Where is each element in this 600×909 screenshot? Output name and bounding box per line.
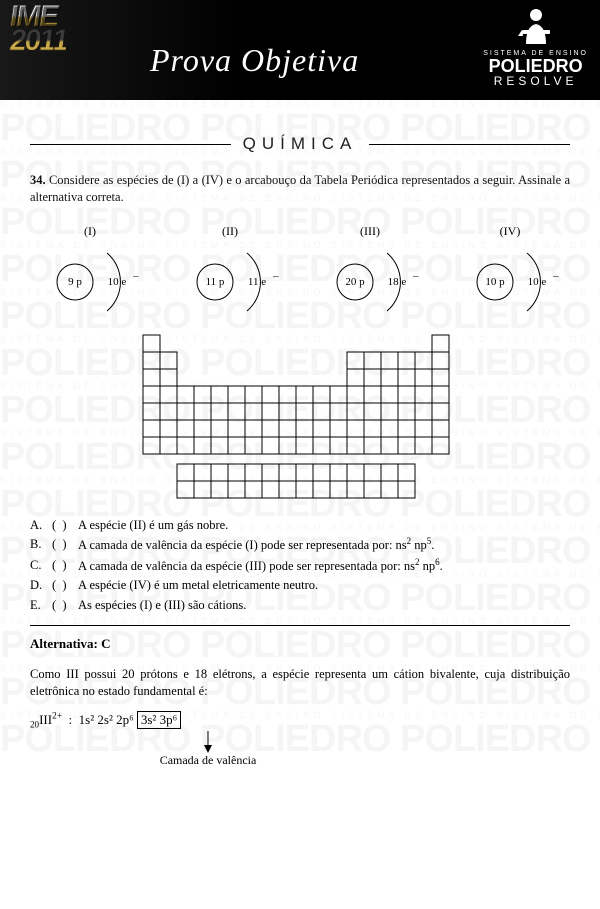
svg-text:–: –: [552, 270, 559, 282]
alternative-paren: ( ): [52, 535, 74, 556]
config-before-box: 1s² 2s² 2p⁶: [79, 712, 134, 727]
svg-text:–: –: [272, 270, 279, 282]
brand-logo: SISTEMA DE ENSINO POLIEDRO RESOLVE: [483, 6, 588, 87]
alternative-row: A.( )A espécie (II) é um gás nobre.: [30, 516, 570, 535]
alternative-letter: B.: [30, 535, 48, 556]
svg-text:20 p: 20 p: [345, 276, 365, 288]
species-label: (II): [165, 224, 295, 239]
question-text: Considere as espécies de (I) a (IV) e o …: [30, 173, 570, 204]
alternative-text: A camada de valência da espécie (I) pode…: [78, 535, 434, 556]
page-header: IME 2011 Prova Objetiva SISTEMA DE ENSIN…: [0, 0, 600, 100]
student-icon: [516, 6, 556, 46]
svg-text:10 e: 10 e: [108, 276, 127, 288]
atom-diagram: 10 p 10 e–: [455, 247, 565, 317]
svg-text:18 e: 18 e: [388, 276, 407, 288]
alternative-paren: ( ): [52, 576, 74, 595]
alternative-paren: ( ): [52, 556, 74, 577]
species-figure: (I) 9 p 10 e–: [25, 224, 155, 317]
species-label: (IV): [445, 224, 575, 239]
alternative-row: B.( )A camada de valência da espécie (I)…: [30, 535, 570, 556]
alternative-text: A espécie (II) é um gás nobre.: [78, 516, 228, 535]
svg-text:11 e: 11 e: [248, 276, 266, 288]
config-species-symbol: III: [39, 712, 52, 727]
electron-config: 20III2+ : 1s² 2s² 2p⁶ 3s² 3p⁶ Camada de …: [30, 711, 570, 730]
section-label: QUÍMICA: [243, 134, 358, 154]
alternative-letter: C.: [30, 556, 48, 577]
question-number: 34.: [30, 173, 46, 187]
exam-title: Prova Objetiva: [150, 42, 359, 79]
brand-resolve: RESOLVE: [483, 75, 588, 87]
species-label: (III): [305, 224, 435, 239]
svg-text:11 p: 11 p: [206, 276, 225, 288]
alternative-row: E.( )As espécies (I) e (III) são cátions…: [30, 596, 570, 615]
alternative-paren: ( ): [52, 596, 74, 615]
species-figures: (I)9 p10 e–(II)11 p11 e–(III)20 p18 e–(I…: [20, 224, 580, 317]
svg-text:–: –: [412, 270, 419, 282]
species-figure: (III) 20 p 18 e–: [305, 224, 435, 317]
alternatives-list: A.( )A espécie (II) é um gás nobre.B.( )…: [30, 516, 570, 615]
config-atomic-number: 20: [30, 720, 39, 730]
atom-diagram: 9 p 10 e–: [35, 247, 145, 317]
config-valence-box: 3s² 3p⁶: [137, 711, 181, 729]
question-block: 34. Considere as espécies de (I) a (IV) …: [30, 172, 570, 206]
alternative-text: As espécies (I) e (III) são cátions.: [78, 596, 246, 615]
heading-rule-left: [30, 144, 231, 145]
answer-label: Alternativa: C: [30, 636, 570, 652]
atom-diagram: 11 p 11 e–: [175, 247, 285, 317]
exam-logo: IME 2011: [10, 4, 67, 53]
heading-rule-right: [369, 144, 570, 145]
alternative-letter: A.: [30, 516, 48, 535]
valence-label: Camada de valência: [160, 753, 257, 767]
alternative-row: D.( )A espécie (IV) é um metal eletricam…: [30, 576, 570, 595]
alternative-text: A camada de valência da espécie (III) po…: [78, 556, 443, 577]
svg-text:–: –: [132, 270, 139, 282]
exam-year: 2011: [8, 28, 69, 54]
species-label: (I): [25, 224, 155, 239]
section-heading: QUÍMICA: [30, 134, 570, 154]
alternative-paren: ( ): [52, 516, 74, 535]
atom-diagram: 20 p 18 e–: [315, 247, 425, 317]
alternative-letter: E.: [30, 596, 48, 615]
svg-text:9 p: 9 p: [68, 276, 82, 288]
valence-arrow: Camada de valência: [158, 731, 258, 768]
alternative-letter: D.: [30, 576, 48, 595]
species-figure: (II) 11 p 11 e–: [165, 224, 295, 317]
answer-divider: [30, 625, 570, 626]
answer-explanation: Como III possui 20 prótons e 18 elétrons…: [30, 666, 570, 701]
brand-name: POLIEDRO: [483, 57, 588, 75]
periodic-table-figure: [139, 333, 461, 502]
species-figure: (IV) 10 p 10 e–: [445, 224, 575, 317]
alternative-text: A espécie (IV) é um metal eletricamente …: [78, 576, 318, 595]
alternative-row: C.( )A camada de valência da espécie (II…: [30, 556, 570, 577]
svg-text:10 e: 10 e: [528, 276, 547, 288]
svg-text:10 p: 10 p: [485, 276, 505, 288]
config-charge: 2+: [52, 712, 62, 722]
